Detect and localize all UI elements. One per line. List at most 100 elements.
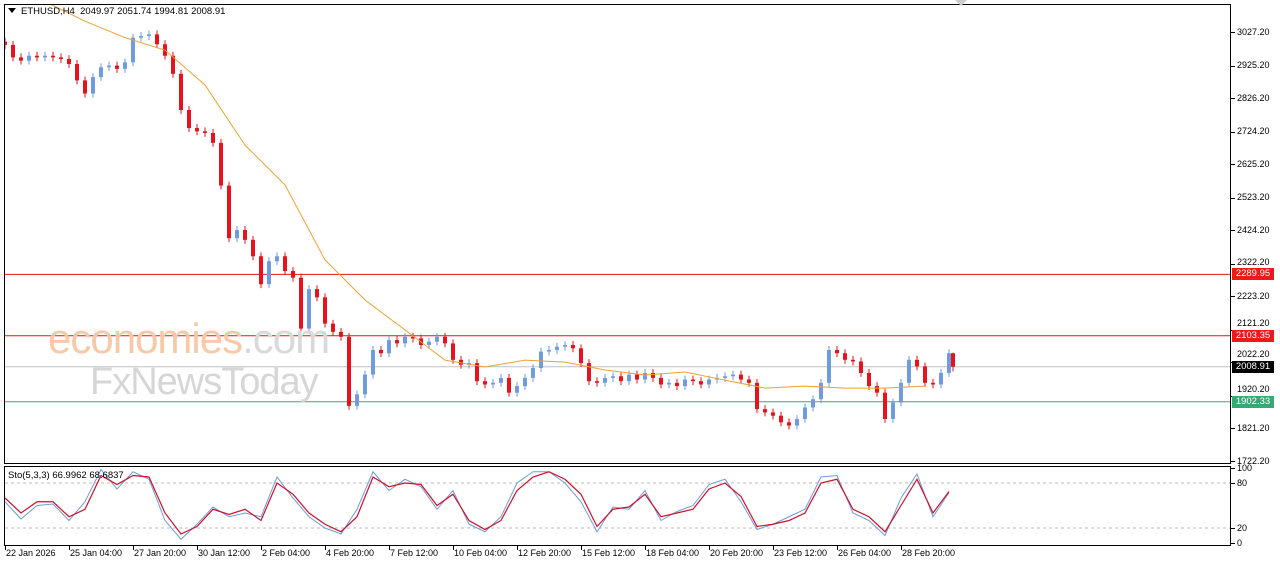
- candle-body: [507, 377, 511, 393]
- candle: [155, 30, 159, 49]
- candle: [275, 252, 279, 266]
- candle-body: [795, 418, 799, 426]
- candle: [75, 60, 79, 85]
- sto-tick: [1231, 543, 1235, 544]
- candle: [315, 285, 319, 302]
- candle-body: [707, 379, 711, 385]
- candle: [547, 346, 551, 356]
- moving-average-line: [50, 5, 926, 389]
- price-tag-resistance: 2289.95: [1232, 268, 1274, 281]
- time-tick-label: 18 Feb 04:00: [646, 548, 700, 558]
- time-tick: [901, 546, 902, 550]
- candle-body: [139, 36, 143, 38]
- candle: [595, 377, 599, 387]
- candle-body: [803, 407, 807, 419]
- candle: [539, 347, 543, 372]
- candle: [867, 369, 871, 391]
- price-tick: [1231, 131, 1235, 133]
- stochastic-k-line: [5, 468, 950, 540]
- price-tick-label: 2022.20: [1237, 349, 1270, 360]
- candle: [323, 293, 327, 328]
- candle-body: [267, 261, 271, 285]
- candle: [187, 106, 191, 133]
- candle-body: [251, 239, 255, 257]
- ohlc-values: 2049.97 2051.74 1994.81 2008.91: [80, 6, 226, 17]
- candle-body: [67, 59, 71, 64]
- price-tick-label: 2625.20: [1237, 158, 1270, 169]
- candle: [59, 53, 63, 63]
- candle: [363, 370, 367, 399]
- time-tick: [709, 546, 710, 550]
- watermark-fxnewstoday: FxNewsToday: [90, 361, 319, 403]
- price-chart-pane[interactable]: [4, 4, 1231, 464]
- candle-body: [5, 41, 7, 45]
- candle-body: [155, 34, 159, 45]
- stochastic-pane[interactable]: [4, 466, 1231, 546]
- sto-tick: [1231, 528, 1235, 529]
- candle: [883, 388, 887, 423]
- price-tick-label: 2223.20: [1237, 290, 1270, 301]
- candle: [555, 342, 559, 354]
- candle: [667, 378, 671, 389]
- candle-body: [659, 377, 663, 385]
- candle-body: [579, 348, 583, 364]
- sto-tick-label: 0: [1237, 537, 1243, 548]
- candle-body: [675, 382, 679, 387]
- time-tick-label: 23 Feb 12:00: [774, 548, 828, 558]
- candle: [139, 32, 143, 42]
- candle-body: [723, 376, 727, 378]
- candle: [811, 395, 815, 412]
- candle-body: [603, 377, 607, 383]
- candle: [939, 369, 943, 389]
- time-tick: [133, 546, 134, 550]
- candle-body: [315, 289, 319, 298]
- candle-body: [379, 349, 383, 354]
- candle: [507, 373, 511, 397]
- candle-body: [355, 394, 359, 406]
- candle: [91, 73, 95, 98]
- candle-body: [571, 345, 575, 349]
- time-tick: [389, 546, 390, 550]
- candle: [859, 357, 863, 377]
- price-tag-support: 1902.33: [1232, 395, 1274, 408]
- candle-body: [731, 374, 735, 377]
- candle-body: [259, 256, 263, 285]
- candle-body: [899, 382, 903, 403]
- candle-body: [555, 346, 559, 350]
- sto-tick-label: 100: [1237, 462, 1253, 473]
- time-tick: [581, 546, 582, 550]
- candle: [387, 336, 391, 358]
- candle: [115, 61, 119, 73]
- candle-body: [915, 359, 919, 367]
- time-tick: [773, 546, 774, 550]
- candle: [67, 55, 71, 68]
- candle: [355, 390, 359, 410]
- candle: [259, 252, 263, 289]
- time-tick: [69, 546, 70, 550]
- candle: [803, 403, 807, 423]
- candle: [451, 339, 455, 364]
- candle: [619, 372, 623, 386]
- candle: [499, 373, 503, 387]
- candle-body: [227, 185, 231, 239]
- candle: [755, 378, 759, 414]
- candle: [123, 58, 127, 73]
- price-tick-label: 2322.20: [1237, 256, 1270, 267]
- candle-body: [859, 361, 863, 373]
- candle: [531, 364, 535, 382]
- candle-body: [907, 359, 911, 383]
- candle-body: [171, 55, 175, 74]
- dropdown-triangle-icon[interactable]: [8, 8, 16, 13]
- candle-body: [851, 359, 855, 362]
- sto-tick-label: 20: [1237, 522, 1248, 533]
- candle-body: [339, 331, 343, 337]
- candle-body: [435, 336, 439, 342]
- candle-body: [387, 340, 391, 354]
- candle: [843, 349, 847, 364]
- symbol-info: ETHUSD,H4: [21, 6, 75, 17]
- candle: [643, 369, 647, 384]
- time-tick-label: 27 Jan 20:00: [134, 548, 187, 558]
- price-tick: [1231, 98, 1235, 100]
- candle-body: [411, 336, 415, 339]
- candle: [947, 349, 951, 377]
